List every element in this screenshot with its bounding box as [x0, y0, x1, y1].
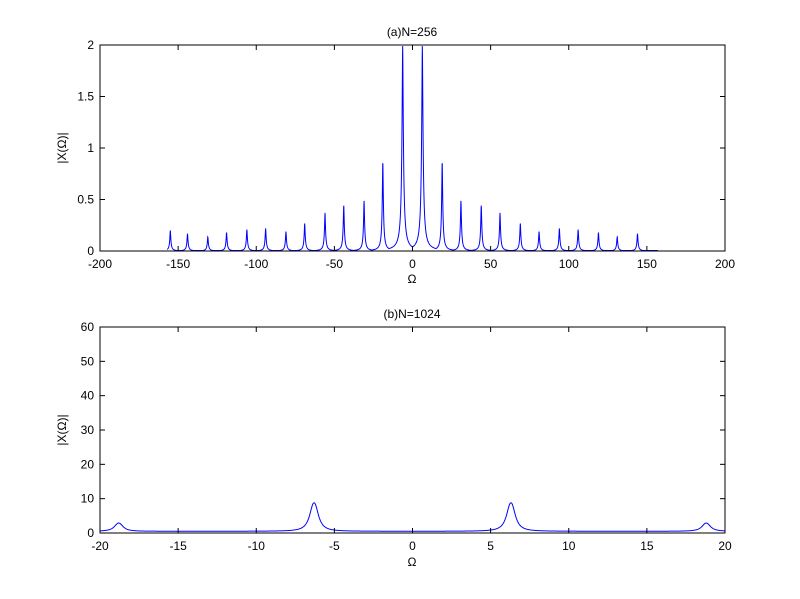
x-tick-label-a: 100 — [559, 257, 579, 271]
y-tick-label-a: 1 — [87, 141, 94, 155]
subplot-b-xlabel: Ω — [408, 555, 417, 569]
subplot-a-xlabel: Ω — [408, 272, 417, 286]
subplot-b-ylabel: |X(Ω)| — [55, 414, 69, 445]
x-tick-label-b: 5 — [487, 539, 494, 553]
plot-a-frame — [99, 44, 726, 252]
plot-b-series — [99, 502, 726, 532]
plot-a-ticks: -200 -150 -100 -50 0 50 100 150 200 0 0.5 1 1.5 2 — [77, 38, 735, 271]
series-line-b — [99, 502, 726, 532]
x-tick-label-a: -150 — [166, 257, 190, 271]
y-tick-label-b: 20 — [81, 457, 95, 471]
y-tick-label-b: 30 — [81, 423, 95, 437]
y-tick-label-b: 10 — [81, 492, 95, 506]
y-tick-label-a: 0 — [87, 244, 94, 258]
x-tick-label-a: 50 — [484, 257, 498, 271]
y-tick-label-a: 1.5 — [77, 90, 94, 104]
x-tick-label-b: -15 — [169, 539, 187, 553]
plot-b-ticks: -20 -15 -10 -5 0 5 10 15 20 0 10 20 30 40 50 60 — [81, 320, 732, 553]
x-tick-label-b: -5 — [329, 539, 340, 553]
y-tick-label-a: 2 — [87, 38, 94, 52]
subplot-a-title: (a)N=256 — [387, 25, 438, 39]
subplot-a-ylabel: |X(Ω)| — [55, 132, 69, 163]
y-tick-label-b: 0 — [87, 526, 94, 540]
x-tick-label-a: 200 — [715, 257, 735, 271]
x-tick-label-b: 20 — [718, 539, 732, 553]
subplot-b-title: (b)N=1024 — [383, 307, 440, 321]
x-tick-label-b: -20 — [91, 539, 109, 553]
y-tick-label-b: 50 — [81, 354, 95, 368]
subplot-b: (b)N=1024 -20 -15 -10 -5 0 5 10 15 20 0 10 20 30 40 50… — [55, 307, 732, 569]
x-tick-label-a: -100 — [244, 257, 268, 271]
x-tick-label-a: -50 — [326, 257, 344, 271]
x-tick-label-a: 150 — [637, 257, 657, 271]
x-tick-label-a: -200 — [88, 257, 112, 271]
x-tick-label-a: 0 — [409, 257, 416, 271]
y-tick-label-b: 60 — [81, 320, 95, 334]
plot-b-frame — [99, 326, 726, 534]
x-tick-label-b: 15 — [640, 539, 654, 553]
x-tick-label-b: 0 — [409, 539, 416, 553]
x-tick-label-b: -10 — [248, 539, 266, 553]
subplot-a: (a)N=256 -200 -150 -100 -50 0 50 100 150 200 0 0.5… — [55, 25, 735, 286]
y-tick-label-a: 0.5 — [77, 193, 94, 207]
x-tick-label-b: 10 — [562, 539, 576, 553]
plot-a-series — [166, 46, 658, 251]
series-line-a — [166, 46, 658, 251]
y-tick-label-b: 40 — [81, 389, 95, 403]
